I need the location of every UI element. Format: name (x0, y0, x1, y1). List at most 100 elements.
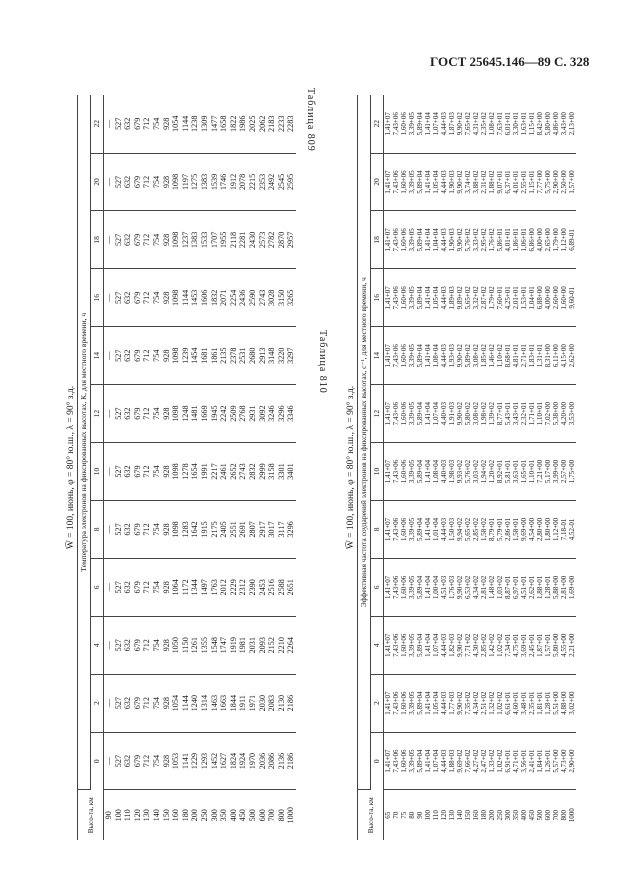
value-cell: 1,41+07 (383, 210, 392, 269)
value-cell: 1,07+04 (432, 384, 440, 443)
value-cell: 4,15+00 (560, 326, 568, 385)
height-cell: 150 (161, 809, 171, 822)
value-cell: 1747 (219, 616, 229, 675)
value-cell: 1,02+02 (496, 732, 504, 790)
value-cell: 632 (123, 326, 133, 385)
height-cell: 180 (480, 810, 488, 821)
value-cell: 9,69+02 (456, 732, 464, 790)
value-cell: 7,43+06 (392, 500, 400, 559)
value-cell: 5,89+04 (416, 326, 424, 385)
value-cell: 2,51+02 (480, 674, 488, 733)
value-cell: 1497 (199, 558, 210, 617)
value-cell: 1238 (190, 95, 200, 154)
value-cell: 712 (142, 674, 152, 733)
value-cell: 1,89+03 (448, 268, 456, 327)
hour-header: 16 (370, 268, 384, 327)
value-cell: 1746 (219, 153, 229, 211)
height-cell: 120 (440, 810, 448, 821)
value-cell: 1,60+06 (400, 674, 408, 733)
height-cell: 500 (247, 809, 257, 822)
value-cell: 2,87+02 (480, 268, 488, 327)
hour-header: 18 (90, 210, 104, 269)
value-cell: 2136 (276, 732, 287, 790)
value-cell: 1,60+06 (400, 268, 408, 327)
value-cell: 527 (113, 326, 124, 385)
value-cell: 1275 (190, 153, 200, 211)
value-cell: 9,89+02 (456, 268, 464, 327)
height-cell: 75 (400, 811, 408, 819)
value-cell: 1,41+04 (424, 268, 432, 327)
value-cell: 5,89+04 (416, 210, 424, 269)
value-cell: 1,63+01 (520, 95, 528, 154)
value-cell: 1,86+01 (512, 210, 520, 269)
value-cell: 5,38+00 (552, 384, 560, 443)
value-cell: 9,90+02 (456, 326, 464, 385)
data-row: 180 1141 1144 1150 1172 1283 1278 1248 1239 1144 1… (180, 95, 191, 840)
value-cell: 1240 (190, 674, 200, 733)
value-cell: 1669 (199, 384, 210, 443)
value-cell: 1,60+00 (560, 268, 568, 327)
value-cell: 2,60+00 (552, 268, 560, 327)
value-cell: 3,69+01 (520, 616, 528, 675)
value-cell: 2215 (247, 153, 258, 211)
table-body: 90— — — — — — — — — — — —100 527 527 527 527 527 527 527 52… (103, 95, 296, 840)
table-head: Высо-та, км Температура электронов на фик… (77, 95, 104, 840)
data-row: 120 679 679 679 679 679 679 679 679 679 679 679 679 (132, 95, 143, 840)
height-cell: 110 (432, 810, 440, 821)
value-cell: 2093 (257, 616, 268, 675)
value-cell: 2030 (257, 674, 268, 733)
value-cell: 928 (161, 558, 172, 617)
value-cell: 1248 (180, 384, 191, 443)
value-cell: 754 (151, 210, 162, 269)
hour-header: 8 (370, 500, 384, 559)
value-cell: 4,40+03 (440, 442, 448, 501)
data-row: 300 1452 1463 1548 1763 2175 2217 1945 1861 1832 1… (209, 95, 220, 840)
value-cell: 632 (123, 442, 133, 501)
data-row: 800 4,73+00 4,88+00 4,55+00 2,81+00 7,18-01 2,… (560, 95, 568, 840)
value-cell: 1,58+01 (512, 500, 520, 559)
value-cell: 4,44+03 (440, 326, 448, 385)
value-cell: 4,20+00 (560, 384, 568, 443)
value-cell: 2,57+00 (560, 442, 568, 501)
value-cell: 4,44+03 (440, 95, 448, 154)
value-cell: 2,01+01 (512, 268, 520, 327)
value-cell: 5,80+02 (464, 384, 472, 443)
value-cell: 2083 (267, 674, 277, 733)
value-cell: 1,41+07 (383, 732, 392, 790)
value-cell: 1,98+03 (448, 442, 456, 501)
value-cell: 7,18-01 (560, 500, 568, 559)
value-cell: 1,15+01 (528, 153, 536, 211)
hour-header: 14 (370, 326, 384, 385)
height-cell: 130 (142, 809, 152, 822)
data-row: 800 2136 2130 2210 2588 3117 3301 3296 3220 3150 2… (276, 95, 287, 840)
value-cell: 2590 (247, 268, 258, 327)
value-cell: 1172 (180, 558, 191, 617)
height-header: Высо-та, км (77, 790, 104, 840)
value-cell: 3,08+02 (472, 384, 480, 443)
value-cell: 5,51+00 (552, 674, 560, 733)
value-cell: 1,79+02 (488, 268, 496, 327)
value-cell: 1,07+04 (432, 616, 440, 675)
value-cell: 2430 (247, 210, 258, 269)
value-cell: 6,86+00 (528, 210, 536, 269)
value-cell: 712 (142, 732, 152, 790)
value-cell: 1314 (199, 674, 210, 733)
height-cell: 450 (238, 809, 248, 822)
value-cell: 3,88+02 (472, 153, 480, 211)
value-cell: 1912 (228, 153, 239, 211)
value-cell: 4,55+00 (560, 616, 568, 675)
value-cell: 4,54+00 (528, 500, 536, 559)
hour-header: 4 (90, 616, 104, 675)
height-cell: 140 (151, 809, 161, 822)
value-cell: 712 (142, 95, 152, 154)
value-cell: 1,41+04 (424, 732, 432, 790)
value-cell: 679 (132, 95, 143, 154)
value-cell: 1,41+04 (424, 384, 432, 443)
value-cell: 3,39+05 (408, 95, 416, 154)
value-cell: 928 (161, 326, 172, 385)
value-cell: 5,75+00 (544, 153, 552, 211)
data-row: 600 1,26+01 1,28+01 1,57+01 1,28+01 1,80+00 5,… (544, 95, 552, 840)
value-cell: 1098 (171, 384, 181, 443)
height-cell: 1000 (286, 807, 296, 824)
height-cell: 150 (464, 810, 472, 821)
